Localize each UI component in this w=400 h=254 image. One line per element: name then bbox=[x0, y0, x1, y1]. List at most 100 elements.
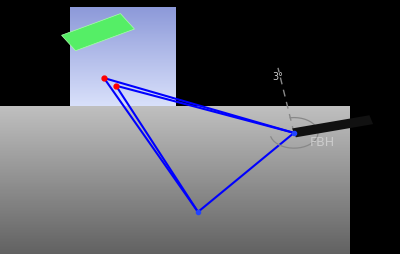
Bar bbox=[0, 169, 350, 170]
Bar bbox=[0, 149, 350, 150]
Bar bbox=[0, 118, 350, 119]
Bar bbox=[0, 201, 350, 202]
Bar bbox=[0, 219, 350, 220]
Bar bbox=[70, 100, 176, 101]
Bar bbox=[70, 23, 176, 24]
Bar bbox=[0, 210, 350, 211]
Bar bbox=[70, 70, 176, 71]
Bar bbox=[0, 245, 350, 246]
Bar bbox=[70, 95, 176, 96]
Bar bbox=[70, 28, 176, 29]
Bar bbox=[0, 158, 350, 159]
Bar bbox=[0, 138, 350, 139]
Bar bbox=[70, 69, 176, 70]
Bar bbox=[70, 45, 176, 46]
Bar bbox=[0, 187, 350, 188]
Bar bbox=[0, 190, 350, 191]
Bar bbox=[0, 151, 350, 152]
Bar bbox=[70, 32, 176, 33]
Bar bbox=[0, 199, 350, 200]
Bar bbox=[0, 112, 350, 113]
Bar bbox=[70, 47, 176, 48]
Bar bbox=[0, 116, 350, 117]
Bar bbox=[0, 117, 350, 118]
Bar bbox=[70, 17, 176, 18]
Bar bbox=[0, 243, 350, 244]
Bar bbox=[0, 208, 350, 209]
Bar bbox=[0, 152, 350, 153]
Bar bbox=[0, 196, 350, 197]
Bar bbox=[0, 133, 350, 134]
Bar bbox=[0, 123, 350, 124]
Bar bbox=[0, 176, 350, 177]
Bar bbox=[0, 147, 350, 148]
Bar bbox=[0, 216, 350, 217]
Bar bbox=[0, 192, 350, 193]
Bar bbox=[0, 109, 350, 110]
Bar bbox=[70, 53, 176, 54]
Bar bbox=[70, 106, 176, 107]
Bar bbox=[0, 244, 350, 245]
Bar bbox=[0, 156, 350, 157]
Bar bbox=[70, 64, 176, 65]
Bar bbox=[70, 74, 176, 75]
Bar bbox=[0, 252, 350, 253]
Bar bbox=[0, 248, 350, 249]
Bar bbox=[0, 113, 350, 114]
Bar bbox=[70, 20, 176, 21]
Bar bbox=[70, 52, 176, 53]
Bar bbox=[0, 195, 350, 196]
Bar bbox=[0, 128, 350, 129]
Bar bbox=[0, 214, 350, 215]
Bar bbox=[70, 37, 176, 38]
Bar bbox=[70, 93, 176, 94]
Bar bbox=[0, 200, 350, 201]
Bar bbox=[0, 174, 350, 175]
Bar bbox=[0, 114, 350, 115]
Bar bbox=[0, 226, 350, 227]
Bar bbox=[0, 179, 350, 180]
Bar bbox=[0, 186, 350, 187]
Bar bbox=[70, 103, 176, 104]
Bar bbox=[0, 150, 350, 151]
Bar bbox=[70, 25, 176, 26]
Bar bbox=[0, 213, 350, 214]
Bar bbox=[70, 87, 176, 88]
Bar bbox=[350, 107, 400, 254]
Bar bbox=[0, 122, 350, 123]
Bar bbox=[70, 61, 176, 62]
Bar bbox=[0, 227, 350, 228]
Bar bbox=[0, 202, 350, 203]
Bar bbox=[70, 102, 176, 103]
Bar bbox=[70, 72, 176, 73]
Bar bbox=[0, 233, 350, 234]
Bar bbox=[70, 40, 176, 41]
Polygon shape bbox=[292, 116, 373, 138]
Bar bbox=[0, 154, 350, 155]
Bar bbox=[0, 144, 350, 145]
Bar bbox=[0, 222, 350, 223]
Bar bbox=[70, 82, 176, 83]
Bar bbox=[0, 229, 350, 230]
Bar bbox=[0, 242, 350, 243]
Bar bbox=[70, 8, 176, 9]
Bar bbox=[0, 120, 350, 121]
Bar bbox=[70, 39, 176, 40]
Bar bbox=[0, 232, 350, 233]
Bar bbox=[0, 155, 350, 156]
Bar bbox=[0, 177, 350, 178]
Bar bbox=[0, 205, 350, 206]
Bar bbox=[70, 86, 176, 87]
Bar bbox=[70, 85, 176, 86]
Bar bbox=[70, 98, 176, 99]
Bar bbox=[70, 67, 176, 68]
Bar bbox=[0, 146, 350, 147]
Bar bbox=[0, 115, 350, 116]
Bar bbox=[0, 119, 350, 120]
Bar bbox=[0, 253, 350, 254]
Bar bbox=[70, 99, 176, 100]
Bar bbox=[70, 44, 176, 45]
Bar bbox=[0, 159, 350, 160]
Bar bbox=[70, 48, 176, 49]
Bar bbox=[0, 180, 350, 181]
